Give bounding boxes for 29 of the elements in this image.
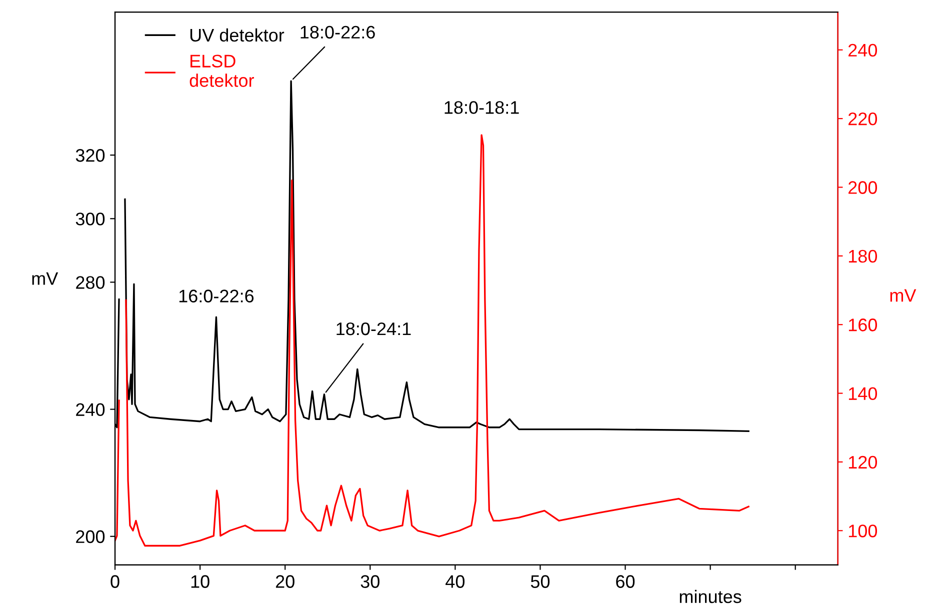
y-tick-label: 200 — [76, 530, 105, 544]
annotation: 16:0-22:6 — [179, 290, 254, 302]
x-tick-label: 10 — [191, 575, 210, 588]
annotation: 18:0-18:1 — [444, 101, 519, 114]
y2-tick-label: 200 — [848, 181, 878, 194]
y2-axis-title: mV — [890, 289, 916, 302]
x-tick-label: 20 — [276, 575, 294, 588]
annotation: 18:0-22:6 — [300, 26, 375, 39]
y2-tick-label: 180 — [848, 250, 878, 263]
x-tick-label: 60 — [616, 575, 635, 588]
y2-tick-label: 240 — [848, 44, 878, 57]
y-tick-label: 240 — [76, 403, 105, 416]
y2-tick-label: 100 — [848, 524, 878, 538]
y-tick-label: 280 — [76, 276, 105, 289]
y-tick-label: 300 — [76, 212, 105, 226]
y2-tick-label: 120 — [848, 456, 878, 469]
x-tick-label: 40 — [446, 575, 465, 588]
legend-label: UV detektor — [190, 28, 284, 42]
legend-label: ELSD detektor — [190, 54, 254, 87]
y-axis-title: mV — [32, 272, 58, 285]
x-tick-label: 0 — [110, 575, 120, 588]
x-tick-label: 30 — [360, 575, 380, 588]
x-axis-title: minutes — [680, 590, 742, 604]
annotation: 18:0-24:1 — [336, 322, 411, 336]
y2-tick-label: 160 — [848, 318, 878, 332]
y2-tick-label: 140 — [848, 387, 878, 400]
y2-tick-label: 220 — [848, 112, 878, 126]
y-tick-label: 320 — [76, 149, 105, 162]
x-tick-label: 50 — [530, 575, 550, 588]
